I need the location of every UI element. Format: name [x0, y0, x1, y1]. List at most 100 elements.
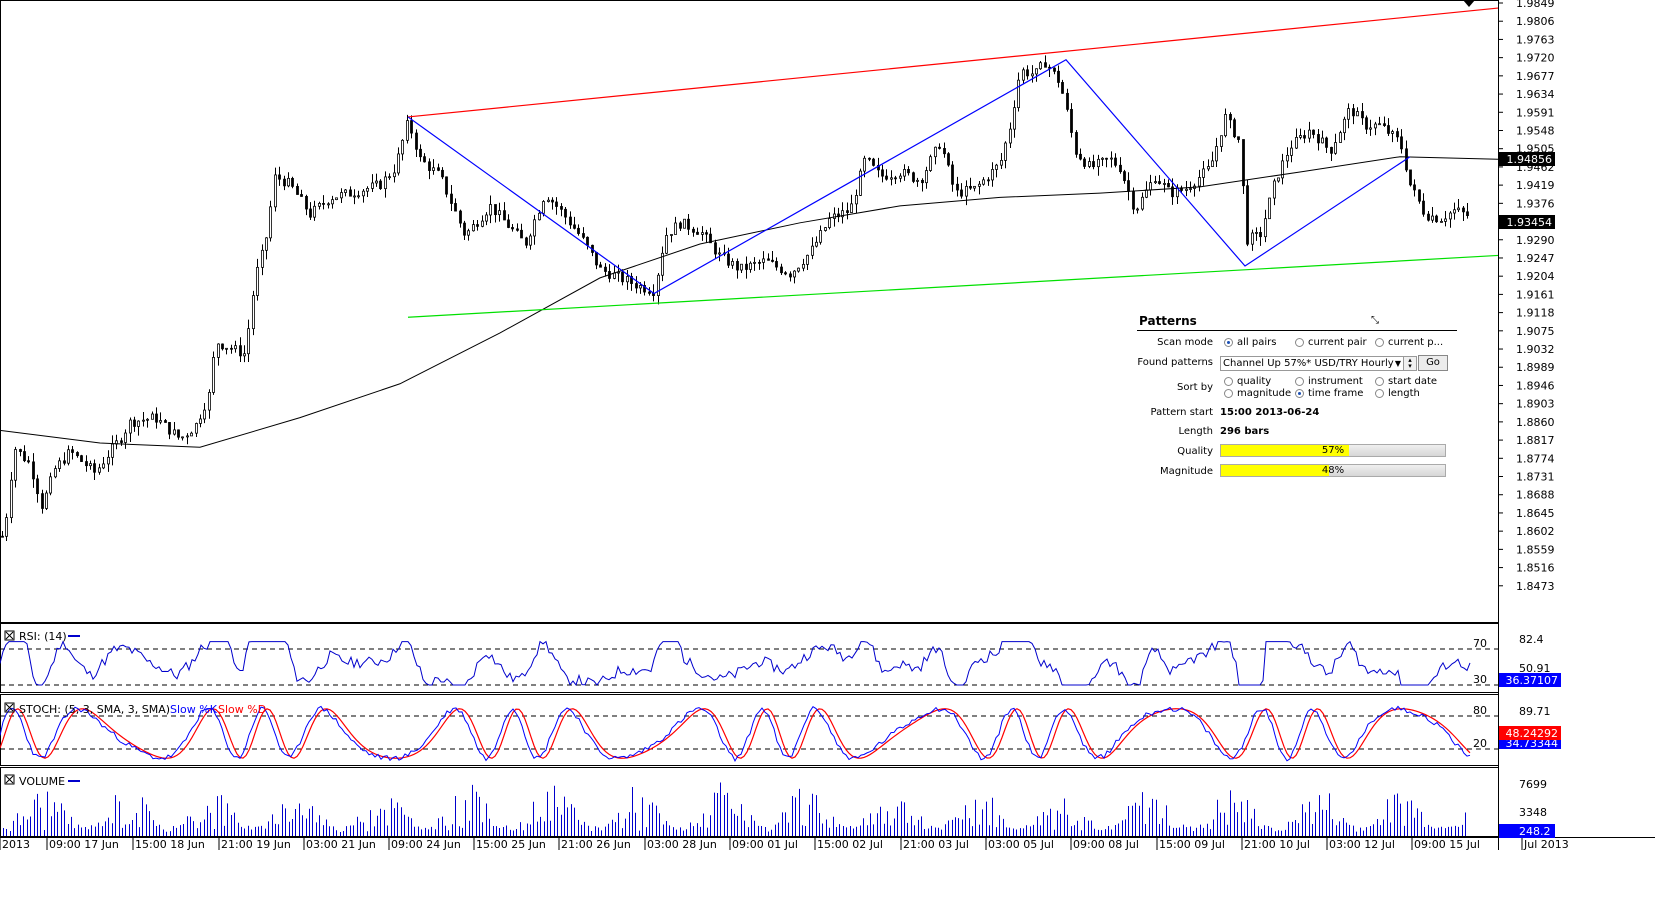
time-tick-label: 03:00 12 Jul [1329, 838, 1395, 851]
candle-body [1268, 197, 1271, 220]
sort-instrument[interactable]: instrument [1295, 376, 1363, 387]
price-tick-label: 1.9376 [1516, 197, 1555, 210]
candle-body [274, 174, 277, 208]
candle-body [410, 120, 413, 134]
candle-body [366, 187, 369, 192]
candle-body [987, 179, 990, 182]
candle-body [639, 284, 642, 289]
candle-body [855, 195, 858, 205]
candle-body [19, 449, 22, 452]
sort-quality[interactable]: quality [1224, 376, 1271, 387]
candle-body [340, 192, 343, 199]
candle-body [1352, 108, 1355, 117]
drag-handle-icon[interactable]: ⤡ [1371, 315, 1379, 326]
candle-body [151, 413, 154, 420]
volume-close-icon[interactable] [4, 774, 15, 785]
candle-body [269, 206, 272, 239]
price-tick-label: 1.9634 [1516, 88, 1555, 101]
sort-start-date[interactable]: start date [1375, 376, 1437, 387]
candle-body [1000, 160, 1003, 166]
radio-icon [1224, 376, 1233, 386]
candle-body [318, 202, 321, 207]
candle-body [701, 232, 704, 235]
candle-body [1031, 73, 1034, 77]
sort-quality-label: quality [1237, 376, 1272, 387]
candle-body [648, 291, 651, 294]
candle-body [635, 283, 638, 289]
rsi-level-70: 70 [1473, 637, 1487, 650]
candle-body [841, 210, 844, 218]
scan-mode-current-p-label: current p... [1388, 337, 1444, 348]
candle-body [1171, 186, 1174, 198]
candle-body [371, 182, 374, 189]
sort-by-label: Sort by [1177, 382, 1213, 393]
candle-body [1132, 190, 1135, 210]
time-tick-label: Jul 2013 [1523, 838, 1569, 851]
candle-body [283, 178, 286, 187]
rsi-close-icon[interactable] [4, 630, 15, 641]
sort-time-frame[interactable]: time frame [1295, 388, 1363, 399]
go-button[interactable]: Go [1418, 355, 1448, 371]
scan-mode-all-pairs[interactable]: all pairs [1224, 337, 1276, 348]
candle-body [1070, 109, 1073, 133]
scan-mode-current-p[interactable]: current p... [1375, 337, 1443, 348]
candle-body [239, 345, 242, 357]
candle-body [943, 148, 946, 155]
candle-body [1409, 169, 1412, 186]
stoch-slow-k-line [0, 705, 1471, 763]
candle-body [454, 203, 457, 212]
candle-body [1, 535, 4, 538]
magnitude-bar: 48% [1220, 464, 1446, 477]
candle-body [533, 219, 536, 237]
candle-body [846, 210, 849, 213]
candle-body [1259, 232, 1262, 238]
candle-body [1440, 221, 1443, 223]
candle-body [406, 120, 409, 141]
patterns-title: Patterns [1139, 314, 1197, 328]
candle-body [349, 189, 352, 197]
sort-length[interactable]: length [1375, 388, 1420, 399]
candle-body [1053, 67, 1056, 72]
candle-body [868, 157, 871, 160]
candle-body [718, 252, 721, 255]
candle-body [256, 266, 259, 296]
candle-body [199, 418, 202, 424]
candle-body [1044, 62, 1047, 68]
candle-body [401, 139, 404, 155]
scan-mode-current-pair[interactable]: current pair [1295, 337, 1367, 348]
price-tick-label: 1.8516 [1516, 562, 1555, 575]
candle-body [1061, 82, 1064, 94]
pattern-spinner[interactable]: ▴ ▾ [1403, 356, 1417, 371]
candle-body [265, 237, 268, 251]
candle-body [155, 413, 158, 423]
candle-body [525, 237, 528, 246]
stoch-close-icon[interactable] [4, 702, 15, 713]
scroll-marker-icon[interactable] [1463, 0, 1475, 7]
candle-body [564, 208, 567, 218]
candle-body [991, 169, 994, 181]
candle-body [674, 222, 677, 235]
stoch-slow-k-label: Slow %K [170, 703, 218, 716]
patterns-panel: Patterns ⤡ Scan mode all pairs current p… [1137, 312, 1459, 488]
stoch-slow-d-line [0, 708, 1471, 759]
candle-body [577, 227, 580, 234]
candle-body [850, 203, 853, 213]
radio-selected-icon [1295, 388, 1304, 398]
candle-body [925, 170, 928, 184]
candle-body [129, 419, 132, 434]
time-tick-label: 09:00 24 Jun [391, 838, 461, 851]
price-axis: 1.9849 1.9806 1.9763 1.9720 1.9677 1.9634 1.95… [1498, 0, 1555, 593]
candle-body [309, 208, 312, 218]
candle-body [1246, 185, 1249, 245]
sort-magnitude[interactable]: magnitude [1224, 388, 1291, 399]
found-patterns-select[interactable]: Channel Up 57%* USD/TRY Hourly ▼ [1220, 356, 1404, 371]
candle-body [542, 201, 545, 214]
candle-body [511, 227, 514, 230]
candle-body [731, 261, 734, 266]
candle-body [384, 176, 387, 190]
candle-body [938, 146, 941, 149]
candle-body [538, 212, 541, 221]
quality-value: 57% [1321, 445, 1345, 456]
candle-body [450, 193, 453, 204]
